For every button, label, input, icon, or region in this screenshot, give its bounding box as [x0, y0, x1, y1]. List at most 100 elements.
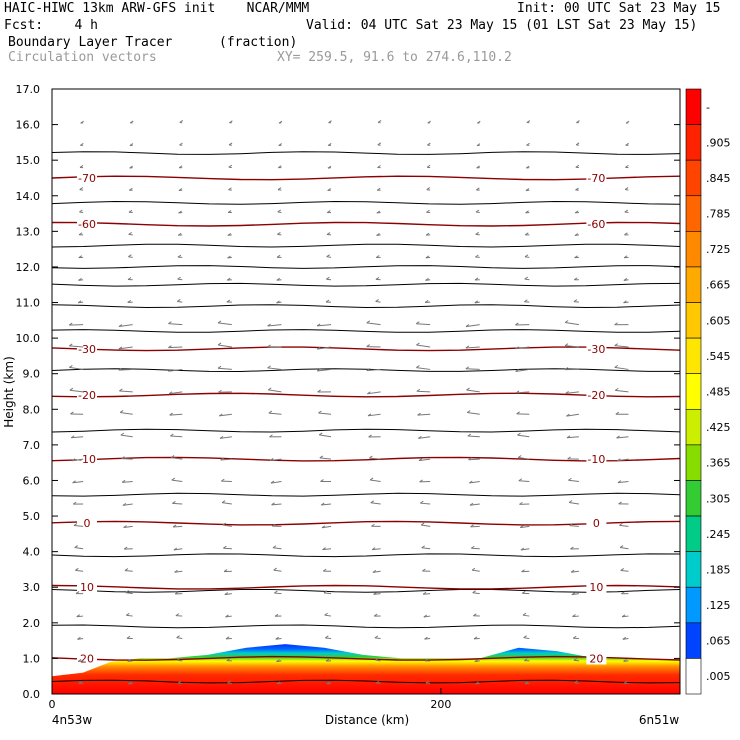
- circulation-vector-head: [421, 545, 426, 549]
- circulation-vector-head: [625, 164, 629, 168]
- temperature-contour: [52, 584, 680, 590]
- circulation-vector: [370, 502, 381, 505]
- circulation-vector: [173, 525, 183, 528]
- circulation-vector: [176, 637, 183, 639]
- circulation-vector-head: [571, 592, 576, 596]
- circulation-vector: [620, 569, 629, 572]
- y-tick-label: 17.0: [16, 83, 41, 96]
- circulation-vector-head: [324, 612, 328, 616]
- circulation-vector-head: [326, 681, 330, 685]
- circulation-vector-head: [327, 165, 332, 169]
- circulation-vector-head: [221, 500, 226, 504]
- circulation-vector: [467, 435, 480, 438]
- colorbar-label: .485: [706, 386, 731, 399]
- circulation-vector-head: [320, 502, 325, 506]
- circulation-vector: [416, 344, 431, 348]
- circulation-vector-head: [72, 501, 77, 505]
- circulation-vector-head: [129, 120, 134, 124]
- circulation-vector-head: [473, 613, 477, 617]
- circulation-vector-head: [322, 568, 327, 572]
- circulation-vector-head: [271, 523, 276, 527]
- circulation-vector-head: [375, 276, 380, 280]
- circulation-vector-head: [177, 299, 181, 302]
- circulation-vector-head: [366, 368, 371, 372]
- contour-label-bg: [586, 453, 607, 466]
- y-tick-label: 2.0: [23, 617, 41, 630]
- circulation-vector: [321, 503, 332, 506]
- circulation-vector-head: [617, 458, 621, 462]
- circulation-vector: [69, 345, 84, 348]
- colorbar-swatch: [685, 480, 702, 517]
- circulation-vector-head: [475, 681, 479, 685]
- circulation-vector: [71, 458, 84, 462]
- circulation-vector-head: [477, 120, 481, 124]
- circulation-vector: [568, 479, 579, 483]
- circulation-vector: [520, 525, 530, 529]
- colorbar-swatch: [685, 658, 702, 695]
- temperature-contour: [52, 346, 680, 352]
- colorbar-label: .905: [706, 136, 731, 149]
- circulation-vector-head: [471, 567, 476, 571]
- circulation-vector-head: [476, 187, 480, 191]
- circulation-vector-head: [524, 681, 529, 684]
- y-tick-label: 3.0: [23, 581, 41, 594]
- circulation-vector-head: [69, 387, 74, 391]
- circulation-vector: [566, 413, 579, 417]
- circulation-vector-head: [615, 411, 620, 415]
- circulation-vector: [515, 391, 530, 394]
- colorbar-label: .425: [706, 421, 731, 434]
- circulation-vector: [466, 389, 480, 393]
- contour-label: 0: [83, 517, 90, 530]
- circulation-vector: [168, 346, 183, 349]
- circulation-vector: [221, 502, 232, 505]
- circulation-vector: [218, 344, 232, 348]
- circulation-vector: [367, 413, 381, 417]
- circulation-vector: [219, 413, 232, 417]
- circulation-vector: [270, 458, 282, 461]
- circulation-vector-head: [570, 546, 574, 550]
- circulation-vector: [469, 503, 480, 506]
- contour-label-bg: [76, 453, 97, 466]
- contour-label: -20: [78, 389, 96, 402]
- circulation-vector-head: [624, 187, 629, 190]
- circulation-vector: [169, 413, 183, 416]
- circulation-vector-head: [427, 142, 431, 146]
- circulation-vector-head: [521, 569, 525, 573]
- tracer-layer-area: [52, 644, 680, 694]
- circulation-vector-head: [78, 232, 83, 236]
- contour-label-bg: [586, 218, 607, 231]
- circulation-vector-head: [524, 276, 528, 280]
- circulation-vector-head: [318, 410, 322, 414]
- circulation-vector-head: [316, 346, 321, 350]
- circulation-vector-head: [223, 545, 227, 549]
- circulation-vector-head: [375, 255, 380, 258]
- circulation-vector-head: [614, 387, 619, 391]
- circulation-vector: [220, 458, 232, 461]
- circulation-vector: [523, 637, 530, 639]
- circulation-vector-head: [229, 120, 233, 124]
- circulation-vector-head: [367, 391, 371, 395]
- y-tick-label: 6.0: [23, 474, 41, 487]
- circulation-vector-head: [277, 209, 282, 213]
- circulation-vector-head: [564, 367, 569, 371]
- circulation-vector-head: [423, 614, 428, 618]
- field-units: (fraction): [219, 35, 298, 50]
- circulation-vector-head: [617, 480, 622, 484]
- circulation-vector-head: [275, 636, 280, 640]
- circulation-vector-head: [316, 323, 321, 327]
- circulation-vector: [518, 456, 530, 460]
- circulation-vector-head: [326, 232, 331, 235]
- circulation-vector-head: [564, 343, 569, 347]
- circulation-vector-head: [616, 435, 620, 439]
- circulation-vector-head: [368, 434, 372, 438]
- contour-label: -30: [587, 343, 605, 356]
- circulation-vector-head: [472, 590, 476, 594]
- circulation-vector: [69, 366, 84, 370]
- circulation-vector: [222, 524, 232, 527]
- theta-line: [52, 329, 680, 333]
- circulation-vector: [565, 345, 579, 348]
- y-tick-label: 5.0: [23, 510, 41, 523]
- theta-line: [52, 624, 680, 629]
- circulation-vector-head: [68, 343, 73, 347]
- contour-label: 10: [80, 581, 94, 594]
